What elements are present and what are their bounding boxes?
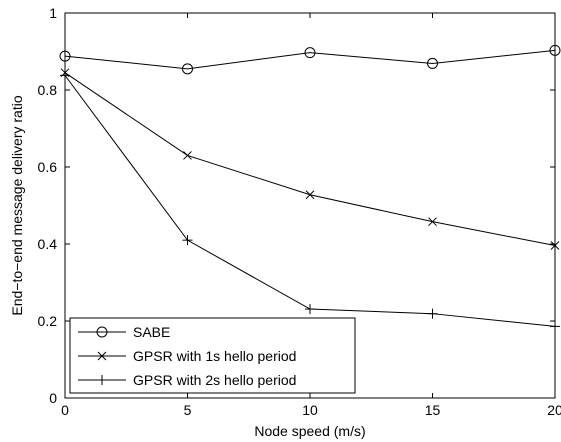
legend-entry: GPSR with 1s hello period: [78, 348, 296, 364]
data-point-series-3: [427, 308, 438, 319]
data-point-series-2: [183, 151, 192, 160]
data-point-series-1: [304, 47, 316, 59]
legend-label: GPSR with 2s hello period: [133, 372, 296, 388]
y-tick-label: 0.6: [38, 159, 58, 175]
legend-label: SABE: [133, 324, 170, 340]
x-tick-label: 0: [61, 402, 69, 418]
y-tick-label: 0.4: [38, 236, 58, 252]
plot-area-frame: [64, 12, 556, 399]
x-tick-label: 5: [184, 402, 192, 418]
y-tick-label: 0.8: [38, 82, 58, 98]
x-axis-label: Node speed (m/s): [254, 423, 365, 439]
legend-marker: [96, 326, 108, 338]
series-line-1: [64, 49, 556, 70]
legend-entries: SABE GPSR with 1s hello period GPSR with 2…: [78, 324, 296, 388]
legend-marker: [97, 351, 107, 361]
data-point-series-3: [182, 235, 193, 246]
y-tick-label: 1: [49, 5, 57, 21]
x-tick-label: 20: [547, 402, 561, 418]
x-tick-label: 15: [425, 402, 441, 418]
legend-entry: SABE: [78, 324, 170, 340]
data-point-series-1: [427, 57, 438, 69]
y-axis-label: End−to−end message delivery ratio: [9, 95, 25, 315]
y-tick-label: 0.2: [38, 313, 58, 329]
x-tick-label: 10: [302, 402, 318, 418]
tick-labels: 0 5 10 15 20 0 0.2 0.4 0.6 0.8 1: [38, 5, 561, 418]
legend-marker: [97, 375, 107, 385]
data-point-series-1: [182, 63, 193, 75]
data-point-series-3: [305, 304, 315, 315]
data-point-series-2: [428, 217, 437, 227]
legend: SABE GPSR with 1s hello period GPSR with 2…: [69, 317, 356, 394]
data-point-series-2: [305, 190, 315, 200]
legend-label: GPSR with 1s hello period: [133, 348, 296, 364]
y-tick-label: 0: [49, 390, 57, 406]
legend-entry: GPSR with 2s hello period: [78, 372, 296, 388]
